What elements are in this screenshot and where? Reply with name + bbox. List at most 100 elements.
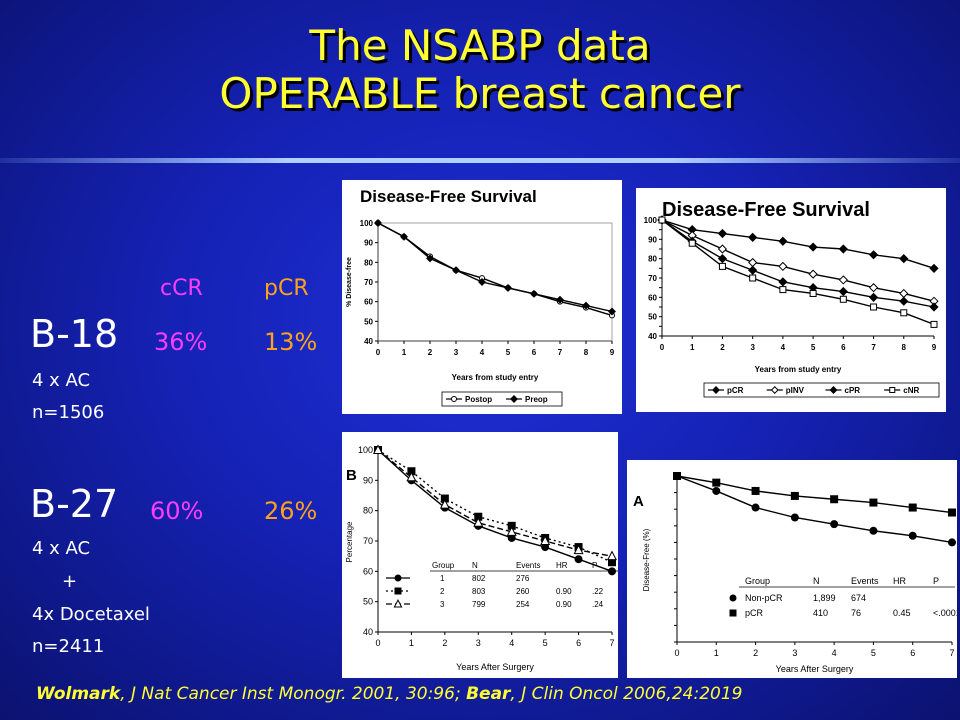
data-point [751, 486, 760, 495]
x-tick-label: 6 [532, 348, 537, 357]
x-tick-label: 5 [543, 638, 548, 648]
chart-svg: B 40 50 60 70 80 90 100 0 1 2 3 4 5 6 7 Years After Surg… [345, 444, 618, 672]
data-point [908, 503, 917, 512]
x-tick-label: 0 [674, 648, 679, 658]
b27-regimen-2: 4x Docetaxel [32, 604, 150, 625]
legend-label: Preop [525, 395, 548, 404]
data-point [868, 283, 879, 293]
series-line [661, 219, 935, 270]
data-point [712, 478, 721, 487]
data-point [506, 526, 517, 536]
y-tick-label: 90 [364, 239, 373, 248]
b18-regimen: 4 x AC [32, 370, 91, 391]
data-point [751, 503, 760, 512]
data-point [673, 472, 681, 480]
table-legend-marker [394, 574, 402, 582]
chart-b18-dfs: Disease-Free Survival 40 50 60 70 80 90 100 0 1 2 3… [342, 180, 622, 414]
chart-b18-dfs-by-response: Disease-Free Survival 40 50 60 70 80 90 100 0 1 2 3… [636, 188, 946, 412]
x-tick-label: 4 [509, 638, 514, 648]
x-tick-label: 2 [720, 343, 725, 352]
y-tick-label: 80 [364, 258, 373, 267]
x-tick-label: 0 [376, 348, 381, 357]
data-point [372, 444, 384, 454]
y-tick-label: 90 [363, 475, 373, 485]
data-point [530, 289, 538, 298]
x-tick-label: 6 [910, 648, 915, 658]
y-axis-label: Disease-Free (%) [642, 528, 651, 591]
data-point [473, 517, 484, 527]
table-cell: .24 [592, 600, 604, 609]
data-point [748, 265, 758, 275]
data-point [778, 236, 788, 246]
b18-pcr-value: 13% [264, 328, 318, 356]
y-tick-label: 40 [648, 332, 657, 341]
data-point [582, 301, 590, 310]
data-point [870, 303, 878, 311]
table-legend-marker [729, 594, 737, 602]
x-tick-label: 5 [871, 648, 876, 658]
data-point [868, 250, 879, 260]
data-point [869, 526, 878, 535]
x-tick-label: 5 [506, 348, 511, 357]
legend-label: pINV [786, 386, 805, 395]
data-point [608, 307, 616, 316]
title-line-2: OPERABLE breast cancer [219, 69, 741, 118]
citation-text-2: , J Clin Oncol 2006,24:2019 [510, 684, 743, 704]
x-tick-label: 0 [660, 343, 665, 352]
x-axis-label: Years After Surgery [776, 664, 854, 674]
legend-marker [451, 396, 457, 402]
data-point [808, 269, 818, 279]
table-cell: 254 [516, 600, 530, 609]
legend-marker [712, 386, 720, 394]
table-cell: 0.90 [556, 600, 572, 609]
series-line [377, 449, 613, 572]
b18-n: n=1506 [32, 402, 105, 423]
data-point [779, 286, 787, 294]
x-tick-label: 8 [584, 348, 589, 357]
data-point [606, 550, 618, 561]
y-tick-label: 70 [363, 536, 373, 546]
table-cell: 1,899 [813, 593, 836, 603]
series-line [676, 475, 953, 544]
y-tick-label: 100 [360, 219, 374, 228]
series-line [661, 219, 935, 308]
b18-trial-name: B-18 [30, 312, 119, 356]
table-header: P [933, 576, 939, 586]
table-cell: 799 [472, 600, 486, 609]
x-tick-label: 7 [558, 348, 563, 357]
chart-b27-pcr: A 0 1 2 3 4 5 6 7 Years After Surgery Disease-Free… [627, 460, 957, 678]
table-cell: 3 [440, 600, 445, 609]
x-tick-label: 1 [690, 343, 695, 352]
citation-text-1: , J Nat Cancer Inst Monogr. 2001, 30:96; [120, 684, 467, 704]
title-divider [0, 158, 960, 163]
y-tick-label: 100 [644, 216, 658, 225]
table-cell: 0.90 [556, 587, 572, 596]
data-point [868, 292, 879, 302]
data-point [830, 495, 839, 504]
legend-label: cNR [903, 386, 919, 395]
x-tick-label: 3 [476, 638, 481, 648]
y-tick-label: 70 [364, 278, 373, 287]
y-axis-label: Percentage [345, 521, 354, 562]
y-axis-label: % Disease-free [346, 257, 353, 307]
data-point [838, 275, 848, 285]
data-point [504, 283, 512, 292]
x-tick-label: 3 [792, 648, 797, 658]
x-tick-label: 4 [832, 648, 837, 658]
x-tick-label: 7 [609, 638, 614, 648]
data-point [929, 302, 939, 312]
legend-box [441, 391, 563, 407]
data-point [688, 239, 696, 247]
legend-marker [770, 386, 779, 394]
data-point [839, 295, 847, 303]
data-point [900, 309, 908, 317]
y-tick-label: 60 [363, 566, 373, 576]
x-tick-label: 7 [949, 648, 954, 658]
series-line [676, 475, 953, 514]
y-tick-label: 50 [648, 313, 657, 322]
x-tick-label: 3 [750, 343, 755, 352]
x-tick-label: 2 [442, 638, 447, 648]
table-legend-marker [729, 609, 737, 617]
data-point [908, 531, 917, 540]
